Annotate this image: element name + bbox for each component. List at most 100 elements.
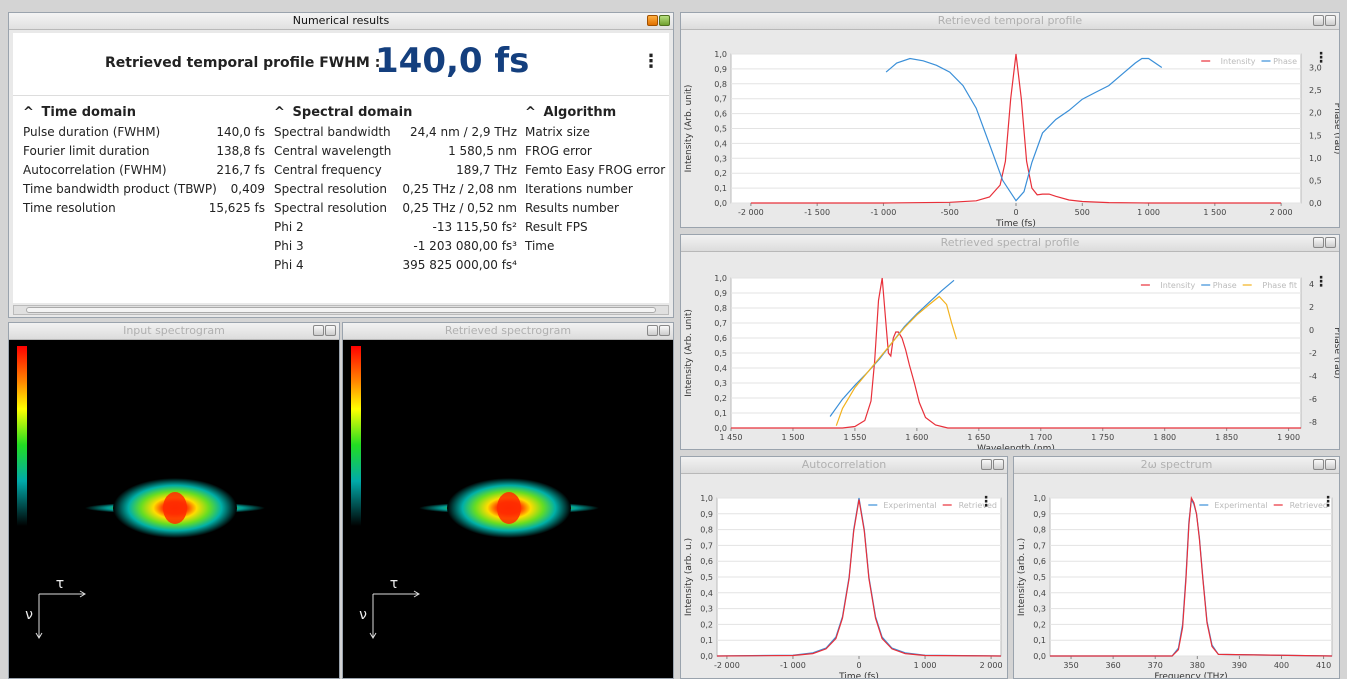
tick-label: 2,5 [1309, 86, 1322, 95]
tick-label: 0,6 [714, 110, 727, 119]
spectral-domain-section: ^ Spectral domain Spectral bandwidth 24,4… [274, 105, 517, 277]
chart-options-icon[interactable]: ⋮ [979, 494, 993, 510]
tick-label: 0,3 [700, 605, 713, 614]
nu-arrow [35, 632, 43, 639]
series-line-experimental [716, 497, 1002, 657]
retrieved-spectrogram-titlebar[interactable]: Retrieved spectrogram [343, 323, 673, 340]
minimize-button[interactable] [313, 325, 324, 336]
more-options-icon[interactable]: ⋮ [642, 51, 660, 72]
result-value: 15,625 fs [208, 201, 265, 215]
result-row: Fourier limit duration 138,8 fs [23, 144, 265, 163]
tick-label: 1 750 [1091, 433, 1114, 442]
y-axis-label: Intensity (arb. u.) [1017, 538, 1027, 616]
result-row: Iterations number [525, 182, 670, 201]
result-value: 138,8 fs [216, 144, 265, 158]
result-label: Phi 4 [274, 258, 304, 272]
result-label: Central wavelength [274, 144, 392, 158]
chart-options-icon[interactable]: ⋮ [1321, 494, 1335, 510]
window-buttons [313, 325, 336, 336]
two-omega-titlebar[interactable]: 2ω spectrum [1014, 457, 1339, 474]
minimize-button[interactable] [647, 325, 658, 336]
window-buttons [647, 325, 670, 336]
tick-label: 0,2 [700, 620, 713, 629]
tick-label: 0,7 [1033, 541, 1046, 550]
minimize-button[interactable] [1313, 237, 1324, 248]
tick-label: 0,0 [700, 652, 713, 661]
tick-label: 0,6 [700, 557, 713, 566]
spectral-domain-toggle[interactable]: ^ Spectral domain [274, 105, 517, 120]
tick-label: 1 500 [782, 433, 805, 442]
scrollbar-thumb[interactable] [26, 307, 656, 313]
maximize-button[interactable] [1325, 459, 1336, 470]
window-buttons [1313, 237, 1336, 248]
legend-label: Phase [1213, 281, 1237, 290]
tick-label: 0,9 [714, 289, 727, 298]
temporal-chart: 0,0 0,1 0,2 0,3 0,4 0,5 0,6 0,7 0,8 0,9 1,0 -2 000 -… [684, 50, 1339, 227]
tick-label: 0,0 [1033, 652, 1046, 661]
autocorrelation-chart-body: 0,0 0,1 0,2 0,3 0,4 0,5 0,6 0,7 0,8 0,9 1,0 -2 000 -… [681, 474, 1007, 678]
result-label: Time bandwidth product (TBWP) [23, 182, 217, 196]
maximize-button[interactable] [993, 459, 1004, 470]
tick-label: -1 000 [780, 661, 806, 670]
time-domain-toggle[interactable]: ^ Time domain [23, 105, 265, 120]
tick-label: 1 450 [720, 433, 743, 442]
tick-label: 0,1 [714, 409, 727, 418]
tick-label: 390 [1232, 661, 1247, 670]
result-value: 0,25 THz / 2,08 nm [402, 182, 517, 196]
horizontal-scrollbar[interactable] [13, 305, 669, 315]
two-omega-spectrum-panel: 2ω spectrum 0,0 0,1 0,2 0,3 0,4 0,5 0,6 0,7 0,8 0… [1013, 456, 1340, 679]
minimize-button[interactable] [1313, 15, 1324, 26]
legend-label: Phase fit [1262, 281, 1297, 290]
tick-label: -8 [1309, 418, 1317, 427]
maximize-button[interactable] [659, 15, 670, 26]
temporal-profile-panel: Retrieved temporal profile 0,0 0,1 0,2 0,3 0… [680, 12, 1340, 228]
tick-label: 0,5 [1309, 176, 1322, 185]
result-row: FROG error [525, 144, 670, 163]
minimize-button[interactable] [647, 15, 658, 26]
maximize-button[interactable] [659, 325, 670, 336]
nu-arrow [369, 632, 377, 639]
series-line-phase-fit [835, 295, 958, 426]
tick-label: 0,5 [714, 349, 727, 358]
tick-label: -2 000 [714, 661, 740, 670]
tick-label: 1 600 [905, 433, 928, 442]
panel-title: 2ω spectrum [1140, 458, 1213, 471]
tick-label: 0,7 [700, 541, 713, 550]
result-label: Pulse duration (FWHM) [23, 125, 161, 139]
tick-label: 0,6 [1033, 557, 1046, 566]
tick-label: 0,1 [714, 184, 727, 193]
chart-options-icon[interactable]: ⋮ [1314, 274, 1328, 290]
tick-label: 1 000 [1137, 208, 1160, 217]
maximize-button[interactable] [1325, 15, 1336, 26]
temporal-profile-titlebar[interactable]: Retrieved temporal profile [681, 13, 1339, 30]
autocorrelation-titlebar[interactable]: Autocorrelation [681, 457, 1007, 474]
tick-label: 0,3 [1033, 605, 1046, 614]
tick-label: 1 850 [1215, 433, 1238, 442]
result-value: 24,4 nm / 2,9 THz [409, 125, 517, 139]
tick-label: -4 [1309, 372, 1317, 381]
numerical-results-titlebar[interactable]: Numerical results [9, 13, 673, 30]
minimize-button[interactable] [981, 459, 992, 470]
nu-label: ν [25, 607, 33, 623]
minimize-button[interactable] [1313, 459, 1324, 470]
fwhm-label: Retrieved temporal profile FWHM : [105, 55, 381, 71]
tau-label: τ [390, 576, 398, 592]
chart-options-icon[interactable]: ⋮ [1314, 50, 1328, 66]
result-row: Phi 2 -13 115,50 fs² [274, 220, 517, 239]
result-label: Spectral resolution [274, 201, 387, 215]
maximize-button[interactable] [325, 325, 336, 336]
series-line-intensity [750, 53, 1282, 204]
result-row: Spectral resolution 0,25 THz / 2,08 nm [274, 182, 517, 201]
result-label: FROG error [525, 144, 592, 158]
result-label: Results number [525, 201, 619, 215]
spectral-profile-titlebar[interactable]: Retrieved spectral profile [681, 235, 1339, 252]
algorithm-toggle[interactable]: ^ Algorithm [525, 105, 670, 120]
tick-label: 0,2 [1033, 620, 1046, 629]
maximize-button[interactable] [1325, 237, 1336, 248]
panel-title: Numerical results [292, 14, 390, 27]
result-row: Pulse duration (FWHM) 140,0 fs [23, 125, 265, 144]
series-line-retrieved [716, 499, 1002, 657]
input-spectrogram-titlebar[interactable]: Input spectrogram [9, 323, 339, 340]
